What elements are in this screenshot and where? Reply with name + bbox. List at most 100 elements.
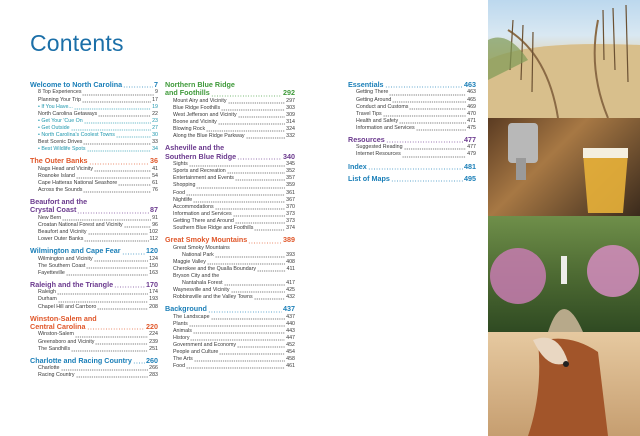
entry-title: Croatan National Forest and Vicinity: [38, 221, 123, 228]
entry-page: 470: [467, 110, 476, 117]
dot-leader: [88, 160, 149, 165]
section-title-line: Welcome to North Carolina 7: [30, 80, 158, 89]
entry-page: 411: [286, 265, 295, 272]
entry-title: Getting There and Around: [173, 217, 234, 224]
entry-page: 19: [152, 103, 158, 110]
dot-leader: [121, 250, 145, 255]
entry-page: 361: [286, 189, 295, 196]
dot-leader: [219, 351, 286, 356]
entry-line: Beaufort and Vicinity 102: [30, 229, 158, 236]
toc-section: Wilmington and Cape Fear 120 Wilmington an…: [30, 246, 158, 277]
dot-leader: [71, 347, 149, 352]
dot-leader: [74, 333, 149, 338]
entry-line: Animals 443: [165, 328, 295, 335]
dot-leader: [115, 134, 152, 139]
entry-line: Mount Airy and Vicinity 297: [165, 98, 295, 105]
entry-title: Get Outside: [38, 125, 69, 132]
entry-line: New Bern 91: [30, 215, 158, 222]
section-title-line: Great Smoky Mountains 389: [165, 235, 295, 244]
dot-leader: [237, 344, 286, 349]
entry-page: 367: [286, 196, 295, 203]
entry-page: 374: [286, 225, 295, 232]
section-title: The Outer Banks: [30, 156, 88, 166]
entry-line: Entertainment and Events 357: [165, 175, 295, 182]
entry-page: 30: [152, 131, 158, 138]
entry-title: Plants: [173, 320, 188, 327]
toc-section: Charlotte and Racing Country 260 Charlotte…: [30, 355, 158, 380]
dot-leader: [245, 135, 286, 140]
entry-page: 297: [286, 97, 295, 104]
dot-leader: [193, 198, 286, 203]
beach-fence: [488, 4, 640, 118]
entry-line: Conduct and Customs 469: [348, 104, 476, 111]
section-page: 463: [464, 80, 476, 89]
dot-leader: [399, 119, 467, 124]
dot-leader: [237, 156, 282, 161]
entry-line: Nantahala Forest 417: [165, 280, 295, 287]
dot-leader: [83, 189, 152, 194]
entry-page: 41: [152, 165, 158, 172]
entry-line: National Park 393: [165, 252, 295, 259]
entry-line: Across the Sounds 76: [30, 187, 158, 194]
entry-page: 309: [286, 112, 295, 118]
dot-leader: [56, 291, 149, 296]
entry-line: Nightlife 367: [165, 197, 295, 204]
entry-line: Sights 345: [165, 161, 295, 168]
toc-section: List of Maps 495: [348, 174, 476, 183]
section-title-line: and Foothills 292: [165, 88, 295, 98]
entry-title: Racing Country: [38, 372, 75, 379]
section-page: 260: [146, 355, 158, 365]
section-title-line: Beaufort and the: [30, 197, 158, 207]
dot-leader: [75, 374, 149, 379]
entry-page: 345: [286, 161, 295, 168]
entry-page: 370: [286, 203, 295, 210]
entry-page: 373: [286, 217, 295, 224]
entry-page: 163: [149, 269, 158, 276]
dot-leader: [409, 105, 467, 110]
dot-leader: [206, 260, 286, 265]
entry-line: Food 361: [165, 190, 295, 197]
entry-page: 224: [149, 331, 158, 338]
dot-leader: [234, 220, 286, 225]
dot-leader: [123, 224, 152, 229]
entry-page: 283: [149, 372, 158, 379]
section-title: Beaufort and the: [30, 197, 88, 207]
entry-line: Southern Blue Ridge and Foothills 374: [165, 225, 295, 232]
entry-line: North Carolina's Coolest Towns 30: [30, 132, 158, 139]
entry-title: The Sandhills: [38, 345, 71, 352]
entry-line: Getting There and Around 373: [165, 218, 295, 225]
toc-section: Asheville and the Southern Blue Ridge 340 S…: [165, 143, 295, 232]
entry-title: Information and Services: [356, 124, 415, 131]
dot-leader: [392, 98, 467, 103]
entry-page: 314: [286, 119, 295, 126]
entry-title: Roanoke Island: [38, 172, 75, 179]
section-title-line: Wilmington and Cape Fear 120: [30, 246, 158, 255]
section-title-line: List of Maps 495: [348, 174, 476, 183]
section-title-line: Raleigh and the Triangle 170: [30, 280, 158, 289]
entry-title: Beaufort and Vicinity: [38, 229, 87, 236]
dot-leader: [232, 212, 286, 217]
entry-page: 463: [467, 89, 476, 96]
entry-title: Chapel Hill and Carrboro: [38, 303, 97, 310]
toc-column: Northern Blue Ridge and Foothills 292 Mount…: [165, 80, 295, 374]
entry-line: Get Outside 27: [30, 125, 158, 132]
dot-leader: [93, 167, 152, 172]
entry-page: 440: [286, 320, 295, 327]
entry-line: Accommodations 370: [165, 204, 295, 211]
entry-page: 417: [286, 280, 295, 286]
section-title: and Foothills: [165, 88, 210, 98]
section-title-line: Central Carolina 220: [30, 322, 158, 331]
section-title-line: Asheville and the: [165, 143, 295, 152]
entry-line: Bryson City and the: [165, 273, 295, 280]
entry-page: 437: [286, 313, 295, 320]
entry-line: Croatan National Forest and Vicinity 96: [30, 222, 158, 229]
entry-title: Cherokee and the Qualla Boundary: [173, 265, 257, 272]
entry-page: 61: [152, 179, 158, 186]
entry-line: If You Have... 19: [30, 104, 158, 111]
entry-line: Robbinsville and the Valley Towns 432: [165, 294, 295, 301]
entry-title: Cape Hatteras National Seashore: [38, 179, 118, 186]
entry-title: Planning Your Trip: [38, 96, 81, 103]
toc-section: Welcome to North Carolina 7 8 Top Experien…: [30, 80, 158, 153]
section-title-line: Background 437: [165, 304, 295, 313]
dot-leader: [254, 227, 286, 232]
